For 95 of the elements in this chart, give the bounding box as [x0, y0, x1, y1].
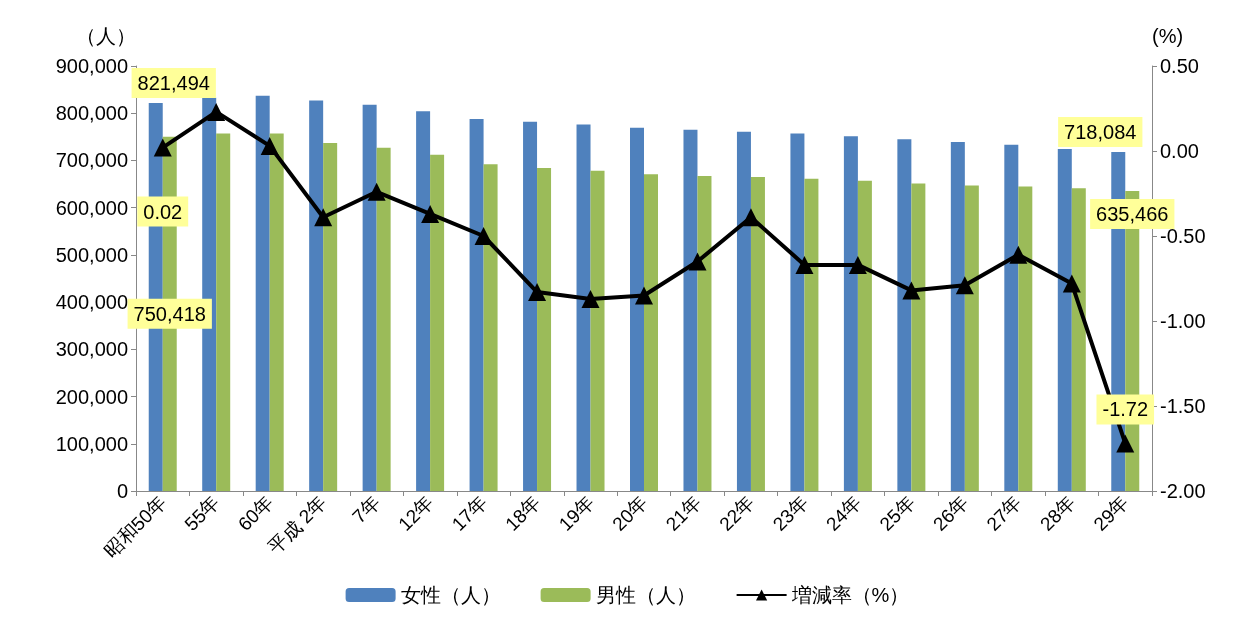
bar	[697, 176, 712, 491]
point	[848, 255, 867, 274]
y2-tick-label: -1.50	[1160, 395, 1206, 417]
data-label: 750,418	[133, 302, 206, 325]
y2-axis-title: (%)	[1152, 25, 1184, 47]
data-label: -1.72	[1102, 398, 1149, 421]
x-tick-label: 23年	[768, 491, 812, 535]
point	[795, 255, 814, 274]
data-label: 635,466	[1096, 202, 1169, 225]
bar	[630, 127, 644, 491]
y-tick-label: 500,000	[55, 243, 128, 266]
y-tick-label: 200,000	[55, 385, 128, 408]
y-tick-label: 400,000	[55, 291, 128, 314]
bar	[309, 100, 324, 491]
x-tick-label: 28年	[1035, 491, 1080, 535]
x-tick-label: 17年	[447, 491, 491, 535]
y-axis-title: （人）	[76, 25, 136, 47]
y2-tick-label: 0.00	[1160, 140, 1199, 162]
data-label: 0.02	[143, 200, 183, 223]
bar	[430, 154, 445, 491]
point	[1009, 245, 1028, 264]
x-tick-label: 20年	[608, 491, 652, 535]
legend-label: 女性（人）	[400, 584, 501, 606]
y2-tick-label: -2.00	[1160, 480, 1206, 502]
y-tick-label: 0	[116, 480, 128, 502]
point	[314, 208, 333, 227]
bar	[1057, 149, 1072, 491]
bar	[1004, 144, 1019, 491]
point	[581, 289, 600, 308]
y-tick-label: 300,000	[55, 338, 128, 361]
bar	[483, 164, 498, 491]
y-tick-label: 700,000	[55, 149, 128, 172]
bar	[216, 133, 231, 491]
bar	[843, 136, 858, 491]
bar	[790, 133, 805, 491]
data-label: 821,494	[137, 72, 210, 95]
bar	[537, 168, 552, 491]
x-tick-label: 26年	[929, 491, 973, 535]
point	[207, 102, 226, 121]
data-label: 718,084	[1064, 120, 1137, 143]
bar	[416, 111, 431, 491]
bar	[523, 121, 538, 491]
x-tick-label: 19年	[554, 491, 598, 535]
point	[1116, 434, 1135, 453]
y2-tick-label: -0.50	[1160, 225, 1206, 247]
x-tick-label: 25年	[875, 491, 919, 535]
point	[1062, 274, 1081, 293]
x-tick-label: 22年	[715, 491, 759, 535]
point	[474, 227, 493, 245]
bar	[857, 180, 872, 491]
y-tick-label: 600,000	[55, 196, 128, 219]
legend-label: 増減率（%）	[790, 584, 910, 606]
bar	[1018, 186, 1033, 491]
point	[260, 136, 279, 155]
point	[153, 138, 172, 157]
bar	[736, 131, 751, 491]
point	[635, 286, 653, 305]
y-tick-label: 100,000	[55, 432, 128, 455]
x-tick-label: 29年	[1089, 491, 1133, 535]
bar	[804, 178, 819, 491]
x-tick-label: 27年	[982, 491, 1026, 535]
bar	[376, 147, 391, 491]
x-tick-label: 12年	[394, 491, 438, 535]
bar	[576, 124, 591, 491]
bar	[644, 174, 658, 491]
x-tick-label: 55年	[180, 491, 224, 535]
bar	[750, 176, 765, 491]
bar	[362, 104, 377, 491]
point	[741, 208, 760, 227]
bar	[469, 118, 484, 491]
point	[367, 182, 386, 201]
point	[955, 276, 974, 295]
bar	[255, 95, 270, 491]
point	[688, 252, 707, 271]
bar	[323, 142, 338, 491]
bar	[897, 139, 912, 491]
point	[421, 204, 440, 223]
bar	[950, 142, 965, 491]
point	[528, 283, 547, 302]
bar	[964, 185, 979, 491]
y-tick-label: 900,000	[55, 55, 128, 77]
y-tick-label: 800,000	[55, 102, 128, 125]
legend-label: 男性（人）	[595, 584, 696, 606]
bar	[590, 170, 605, 491]
x-tick-label: 24年	[822, 491, 866, 535]
bar	[683, 129, 698, 491]
point	[902, 281, 921, 300]
x-tick-label: 21年	[661, 491, 705, 535]
y2-tick-label: 0.50	[1160, 55, 1199, 77]
bar	[269, 133, 284, 491]
bar	[911, 183, 926, 491]
x-tick-label: 18年	[501, 491, 545, 535]
y2-tick-label: -1.00	[1160, 310, 1206, 332]
bar	[1071, 188, 1086, 491]
x-tick-label: 7年	[348, 491, 385, 528]
